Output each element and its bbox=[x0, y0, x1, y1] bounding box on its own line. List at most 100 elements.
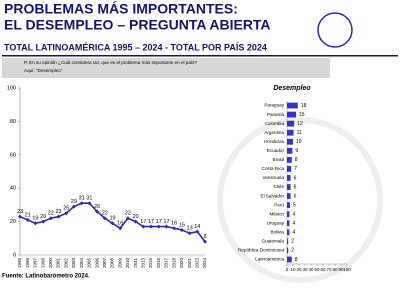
y-tick-label: Guatemala bbox=[262, 239, 285, 244]
y-tick-label: Brasil bbox=[273, 157, 285, 162]
y-tick-label: El Salvador bbox=[261, 193, 285, 198]
y-tick-label: Honduras bbox=[264, 139, 285, 144]
chart-title: Desempleo bbox=[273, 85, 311, 92]
data-label: 26 bbox=[94, 204, 100, 210]
data-label: 22 bbox=[48, 211, 54, 217]
y-tick-label: México bbox=[269, 211, 284, 216]
bar bbox=[287, 238, 289, 245]
x-tick-label: 2015 bbox=[148, 258, 153, 269]
y-tick-label: Latinoamérica bbox=[255, 257, 284, 262]
x-tick-label: 1998 bbox=[40, 258, 45, 269]
x-tick-label: 30 bbox=[302, 267, 308, 272]
data-label: 31 bbox=[79, 196, 85, 202]
y-tick-label: 100 bbox=[7, 85, 16, 91]
bar bbox=[287, 256, 292, 263]
data-label: 16 bbox=[117, 221, 123, 227]
marker bbox=[79, 201, 84, 206]
y-tick-label: Paraguay bbox=[264, 103, 284, 108]
x-tick-label: 2009 bbox=[117, 258, 122, 269]
x-tick-label: 60 bbox=[320, 267, 326, 272]
marker bbox=[56, 214, 61, 219]
data-label: 17 bbox=[156, 219, 162, 225]
x-tick-label: 80 bbox=[332, 267, 338, 272]
bar bbox=[287, 111, 296, 118]
data-label: 19 bbox=[109, 216, 115, 222]
marker bbox=[102, 216, 107, 221]
data-label: 9 bbox=[295, 148, 298, 154]
data-label: 31 bbox=[86, 196, 92, 202]
data-label: 23 bbox=[17, 209, 23, 215]
bar bbox=[287, 247, 289, 254]
y-tick-label: Argentina bbox=[264, 130, 284, 135]
x-tick-label: 2007 bbox=[102, 258, 107, 269]
x-tick-label: 2020 bbox=[179, 258, 184, 269]
data-label: 20 bbox=[40, 214, 46, 220]
x-tick-label: 2004 bbox=[79, 258, 84, 269]
y-tick-label: 80 bbox=[10, 119, 16, 125]
data-label: 14 bbox=[194, 224, 200, 230]
x-tick-label: 0 bbox=[286, 267, 289, 272]
bar bbox=[287, 129, 294, 136]
marker bbox=[164, 224, 169, 229]
bar bbox=[287, 184, 291, 190]
data-label: 17 bbox=[163, 219, 169, 225]
y-tick-label: Uruguay bbox=[267, 220, 285, 225]
marker bbox=[71, 204, 76, 209]
x-tick-label: 2018 bbox=[171, 258, 176, 269]
bar bbox=[287, 229, 290, 236]
watermark bbox=[217, 117, 383, 283]
bar bbox=[287, 102, 298, 109]
x-tick-label: 1996 bbox=[25, 258, 30, 269]
x-tick-label: 2002 bbox=[63, 258, 68, 269]
rule bbox=[2, 55, 398, 57]
marker bbox=[95, 209, 100, 214]
bar bbox=[287, 138, 293, 145]
bar bbox=[287, 202, 290, 209]
data-label: 17 bbox=[148, 219, 154, 225]
data-label: 12 bbox=[297, 121, 303, 127]
question: Aquí: “Desempleo” bbox=[24, 68, 63, 73]
y-tick-label: Ecuador bbox=[267, 148, 285, 153]
question-box bbox=[2, 58, 330, 78]
x-tick-label: 2003 bbox=[71, 258, 76, 269]
x-tick-label: 2001 bbox=[56, 258, 61, 269]
bar bbox=[287, 147, 293, 154]
data-label: 4 bbox=[292, 212, 295, 218]
data-label: 11 bbox=[297, 130, 302, 136]
x-tick-label: 70 bbox=[326, 267, 332, 272]
marker bbox=[141, 224, 146, 229]
data-label: 13 bbox=[187, 226, 193, 232]
x-tick-label: 2006 bbox=[94, 258, 99, 269]
marker bbox=[33, 221, 38, 226]
data-label: 15 bbox=[179, 222, 185, 228]
subtitle: TOTAL LATINOAMÉRICA 1995 – 2024 - TOTAL … bbox=[4, 42, 267, 52]
data-label: 5 bbox=[293, 202, 296, 208]
x-tick-label: 50 bbox=[314, 267, 320, 272]
data-label: 16 bbox=[171, 221, 177, 227]
data-label: 8 bbox=[295, 257, 298, 263]
data-label: 4 bbox=[292, 230, 295, 236]
data-label: 18 bbox=[301, 103, 307, 109]
marker bbox=[110, 221, 115, 226]
y-tick-label: 60 bbox=[10, 152, 16, 158]
marker bbox=[18, 214, 22, 219]
x-tick-label: 2008 bbox=[110, 258, 115, 269]
question: P. En su opinión ¿Cuál considera Ud. que… bbox=[24, 60, 197, 65]
data-label: 29 bbox=[71, 199, 77, 205]
x-tick-label: 1997 bbox=[33, 258, 38, 269]
x-tick-label: 2000 bbox=[48, 258, 53, 269]
title-line: PROBLEMAS MÁS IMPORTANTES: bbox=[4, 1, 238, 17]
bar bbox=[287, 211, 290, 218]
x-tick-label: 2011 bbox=[133, 258, 138, 268]
marker bbox=[133, 219, 138, 224]
data-label: 15 bbox=[299, 112, 305, 118]
data-label: 2 bbox=[291, 248, 294, 254]
y-tick-label: República Dominicana bbox=[238, 248, 284, 253]
bar bbox=[287, 175, 291, 181]
data-label: 17 bbox=[140, 219, 146, 225]
marker bbox=[149, 224, 154, 229]
marker bbox=[179, 227, 184, 232]
data-label: 2 bbox=[291, 239, 294, 245]
bar bbox=[287, 166, 292, 172]
